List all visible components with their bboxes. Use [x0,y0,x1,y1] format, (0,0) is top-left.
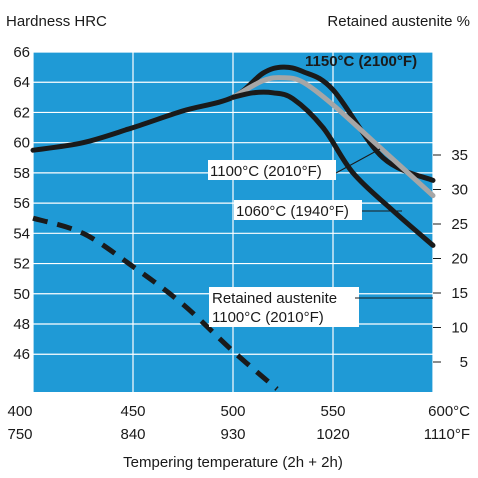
y-left-tick-label: 58 [13,165,30,182]
right-axis-ticks: 5 10 15 20 25 30 35 [433,147,468,371]
x-axis-ticks: 400 750 450 840 500 930 550 1020 600°C 1110°F [7,403,470,443]
annotation-retained-austenite-temp: 1100°C (2010°F) [212,309,324,326]
x-tick-label-fahrenheit: 1110°F [424,426,470,443]
x-axis-title: Tempering temperature (2h + 2h) [123,454,343,471]
y-right-tick-label: 20 [451,251,468,268]
label-bg-ra [209,287,359,327]
y-left-tick-label: 56 [13,195,30,212]
y-left-tick-label: 52 [13,256,30,273]
series-line-1150 [30,64,436,183]
right-axis-title: Retained austenite % [327,13,470,30]
x-tick-label-fahrenheit: 750 [7,426,32,443]
x-tick-label-celsius: 400 [7,403,32,420]
x-tick-label-fahrenheit: 840 [120,426,145,443]
x-tick-label-celsius: 500 [220,403,245,420]
y-right-tick-label: 5 [460,354,468,371]
series-group [30,64,436,391]
left-axis-title: Hardness HRC [6,13,107,30]
series-line-1100 [230,75,436,199]
y-left-tick-label: 62 [13,104,30,121]
y-left-tick-label: 46 [13,346,30,363]
y-right-tick-label: 30 [451,182,468,199]
annotation-1060: 1060°C (1940°F) [236,203,349,220]
y-right-tick-label: 35 [451,147,468,164]
annotation-1100: 1100°C (2010°F) [210,163,322,180]
y-left-tick-label: 48 [13,316,30,333]
series-line-1060 [230,89,436,248]
y-right-tick-label: 10 [451,320,468,337]
y-right-tick-label: 15 [451,285,468,302]
x-tick-label-celsius: 600°C [428,403,470,420]
annotation-1150: 1150°C (2100°F) [305,53,417,70]
y-left-tick-label: 60 [13,135,30,152]
x-tick-label-celsius: 550 [320,403,345,420]
y-left-tick-label: 50 [13,286,30,303]
y-right-tick-label: 25 [451,216,468,233]
y-left-tick-label: 64 [13,74,30,91]
y-left-tick-label: 66 [13,44,30,61]
x-tick-label-fahrenheit: 930 [220,426,245,443]
label-bg-1100 [208,160,336,180]
x-tick-label-celsius: 450 [120,403,145,420]
y-left-tick-label: 54 [13,225,30,242]
left-axis-ticks: 46 48 50 52 54 56 58 60 62 64 66 [13,44,30,363]
label-bg-1060 [234,200,362,220]
leader-1100 [335,148,381,174]
x-tick-label-fahrenheit: 1020 [316,426,349,443]
annotation-retained-austenite: Retained austenite [212,290,337,307]
